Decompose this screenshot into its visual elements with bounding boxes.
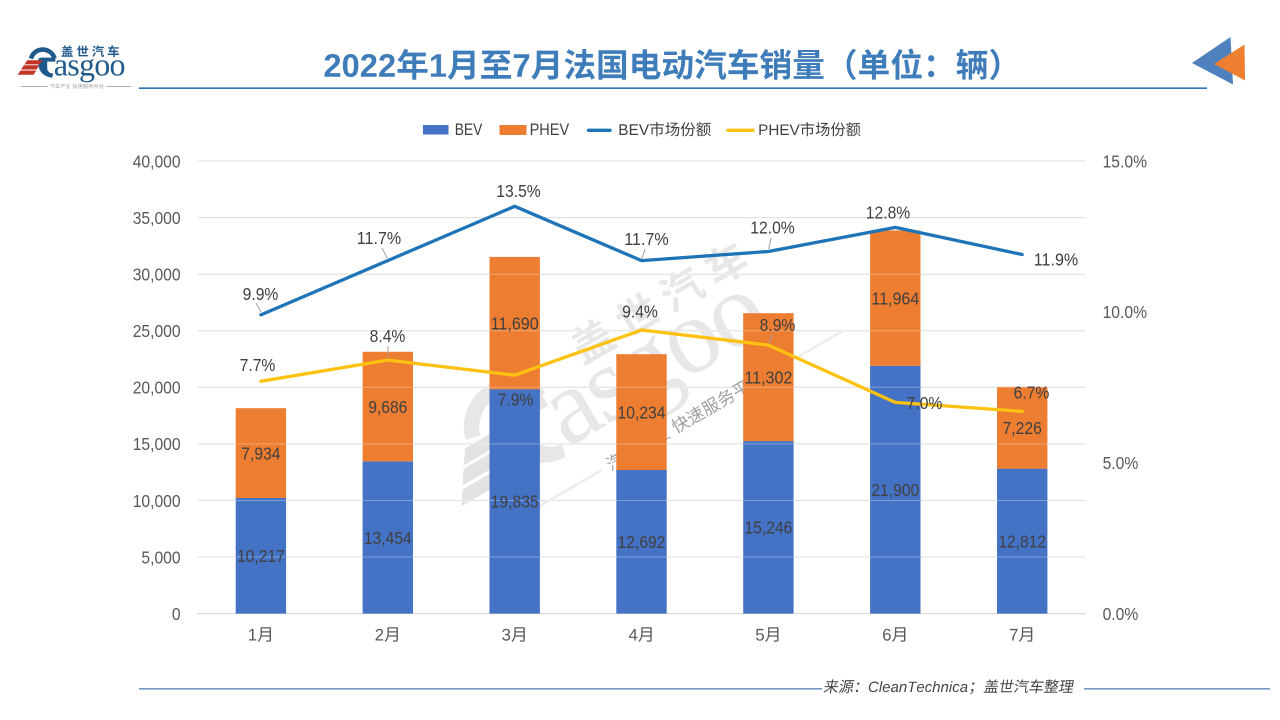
svg-text:30,000: 30,000 <box>133 265 181 285</box>
svg-text:12.8%: 12.8% <box>866 202 910 222</box>
svg-text:0: 0 <box>172 604 181 624</box>
svg-text:12.0%: 12.0% <box>750 217 794 237</box>
svg-text:11,690: 11,690 <box>491 313 539 333</box>
svg-text:7.9%: 7.9% <box>498 389 534 409</box>
svg-text:9,686: 9,686 <box>368 397 407 417</box>
svg-text:5.0%: 5.0% <box>1103 453 1139 473</box>
svg-text:11,302: 11,302 <box>744 368 792 388</box>
svg-text:15,000: 15,000 <box>133 434 181 454</box>
svg-text:12,692: 12,692 <box>618 532 666 552</box>
svg-text:7.7%: 7.7% <box>240 355 276 375</box>
svg-text:8.9%: 8.9% <box>760 315 796 335</box>
svg-text:15.0%: 15.0% <box>1103 151 1147 171</box>
svg-text:7,934: 7,934 <box>241 443 280 463</box>
svg-text:0.0%: 0.0% <box>1103 604 1139 624</box>
svg-text:13.5%: 13.5% <box>496 181 540 201</box>
svg-text:20,000: 20,000 <box>133 378 181 398</box>
svg-text:9.4%: 9.4% <box>622 301 658 321</box>
svg-text:6.7%: 6.7% <box>1014 382 1050 402</box>
svg-text:11.9%: 11.9% <box>1034 249 1078 269</box>
svg-text:PHEV: PHEV <box>530 120 570 139</box>
svg-text:10,000: 10,000 <box>133 491 181 511</box>
svg-text:25,000: 25,000 <box>133 321 181 341</box>
svg-text:10,234: 10,234 <box>618 402 666 422</box>
svg-text:12,812: 12,812 <box>998 531 1046 551</box>
svg-text:5,000: 5,000 <box>141 547 180 567</box>
svg-text:BEV: BEV <box>455 120 483 139</box>
svg-text:11.7%: 11.7% <box>624 229 668 249</box>
svg-text:15,246: 15,246 <box>744 518 792 538</box>
svg-text:9.9%: 9.9% <box>243 284 279 304</box>
svg-text:40,000: 40,000 <box>133 151 181 171</box>
svg-text:19,835: 19,835 <box>491 492 539 512</box>
svg-text:11.7%: 11.7% <box>357 228 401 248</box>
svg-text:13,454: 13,454 <box>364 528 412 548</box>
svg-text:7,226: 7,226 <box>1003 418 1042 438</box>
svg-text:10,217: 10,217 <box>237 546 285 566</box>
svg-text:11,964: 11,964 <box>871 288 919 308</box>
svg-text:7.0%: 7.0% <box>907 393 943 413</box>
svg-text:8.4%: 8.4% <box>370 326 406 346</box>
svg-text:35,000: 35,000 <box>133 208 181 228</box>
svg-text:21,900: 21,900 <box>871 480 919 500</box>
svg-text:10.0%: 10.0% <box>1103 302 1147 322</box>
